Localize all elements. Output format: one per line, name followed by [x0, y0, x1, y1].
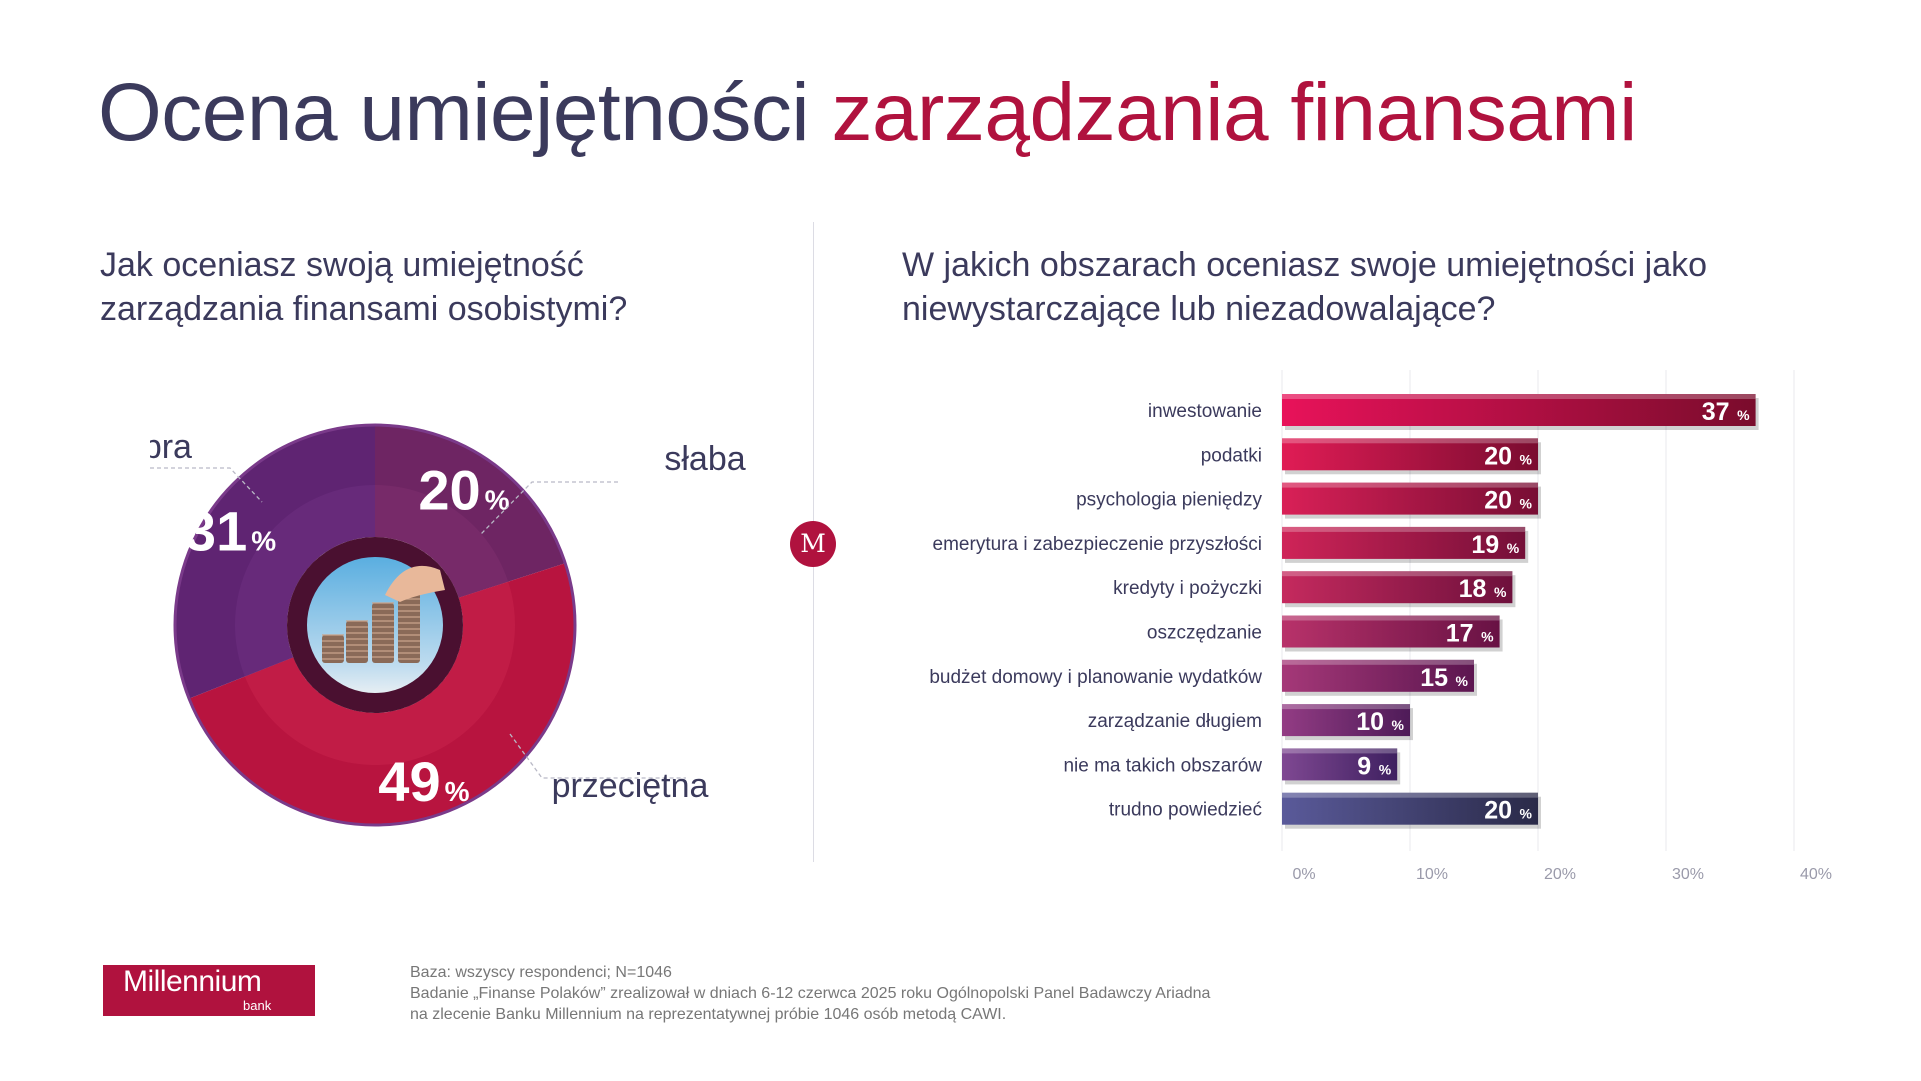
bar-highlight [1282, 792, 1538, 798]
percent-sign: % [1737, 407, 1750, 423]
bar-highlight [1282, 704, 1410, 710]
bar-highlight [1282, 482, 1538, 488]
percent-sign: % [1392, 717, 1405, 733]
brand-name: Millennium [123, 965, 262, 998]
bar-highlight [1282, 748, 1398, 754]
bar-highlight [1282, 526, 1526, 532]
bar-highlight [1282, 615, 1500, 621]
coin-stack [398, 587, 420, 663]
donut-outline [173, 423, 577, 827]
percent-sign: % [485, 485, 510, 516]
brand-sub: bank [243, 998, 272, 1013]
percent-sign: % [1379, 761, 1392, 777]
coin-stack [346, 621, 368, 663]
percent-sign: % [1520, 806, 1533, 822]
bar-value-label: 20 [1484, 797, 1512, 825]
page-title: Ocena umiejętności zarządzania finansami [98, 66, 1637, 160]
bar-value-label: 18 [1459, 575, 1487, 603]
category-label: psychologia pieniędzy [1076, 490, 1262, 511]
title-part-2: zarządzania finansami [831, 67, 1637, 158]
millennium-m-logo: M [790, 521, 836, 567]
x-tick-label: 30% [1672, 866, 1704, 883]
footnote: Baza: wszyscy respondenci; N=1046 Badani… [410, 962, 1310, 1025]
category-label: oszczędzanie [1147, 623, 1262, 644]
hand-shape [385, 565, 445, 602]
bar [1282, 748, 1398, 781]
donut-slice-inner [234, 485, 375, 677]
bar-value-label: 10 [1356, 708, 1384, 736]
millennium-bank-logo: Millennium bank [103, 965, 315, 1016]
bar-value-label: 20 [1484, 487, 1512, 515]
percent-sign: % [1520, 496, 1533, 512]
bar-highlight [1282, 438, 1538, 444]
category-label: inwestowanie [1148, 401, 1262, 422]
percent-sign: % [1481, 629, 1494, 645]
category-label: kredyty i pożyczki [1113, 578, 1262, 599]
bar [1282, 394, 1756, 426]
leader-line [150, 467, 263, 503]
bar-highlight [1282, 659, 1474, 665]
bar [1282, 482, 1538, 515]
bar [1282, 615, 1500, 648]
bar-chart: 0% 10% 20% 30% 40% inwestowanie 37 % podatki 20 % p… [929, 370, 1832, 883]
left-question: Jak oceniasz swoją umiejętność zarządzan… [100, 246, 628, 328]
donut-slice-inner [375, 485, 509, 598]
donut-chart: 20%49%31%słabaprzeciętnadobra [150, 423, 746, 827]
bar-value-label: 9 [1357, 752, 1371, 780]
bar [1282, 571, 1513, 604]
bar-value-label: 17 [1446, 620, 1474, 648]
percent-sign: % [1456, 673, 1469, 689]
donut-category-label: słaba [664, 440, 745, 478]
leader-line [479, 481, 618, 536]
category-label: nie ma takich obszarów [1063, 755, 1262, 776]
donut-category-label: przeciętna [552, 767, 709, 805]
percent-sign: % [445, 776, 470, 807]
percent-sign: % [1507, 540, 1520, 556]
percent-sign: % [1520, 451, 1533, 467]
bar-highlight [1282, 571, 1513, 577]
x-tick-label: 0% [1292, 866, 1315, 883]
x-tick-label: 20% [1544, 866, 1576, 883]
bar-value-label: 37 [1702, 398, 1730, 426]
right-question: W jakich obszarach oceniasz swoje umieję… [902, 246, 1708, 328]
bar-value-label: 15 [1420, 664, 1448, 692]
x-tick-label: 10% [1416, 866, 1448, 883]
category-label: emerytura i zabezpieczenie przyszłości [933, 534, 1262, 555]
percent-sign: % [251, 525, 276, 556]
x-tick-label: 40% [1800, 866, 1832, 883]
coin-stack [322, 635, 344, 663]
category-label: trudno powiedzieć [1109, 800, 1262, 821]
category-label: zarządzanie długiem [1088, 711, 1262, 732]
bar-highlight [1282, 394, 1756, 399]
percent-sign: % [1494, 584, 1507, 600]
bar [1282, 526, 1526, 559]
bar [1282, 438, 1538, 471]
bar-value-label: 20 [1484, 442, 1512, 470]
bar [1282, 659, 1474, 692]
donut-value-label: 49% [378, 750, 469, 813]
bar-value-label: 19 [1471, 531, 1499, 559]
footnote-line: na zlecenie Banku Millennium na reprezen… [410, 1006, 1007, 1023]
bar [1282, 704, 1410, 737]
footnote-line: Baza: wszyscy respondenci; N=1046 [410, 964, 672, 981]
category-label: budżet domowy i planowanie wydatków [929, 667, 1262, 688]
title-part-1: Ocena umiejętności [98, 67, 810, 158]
donut-slice [375, 425, 566, 598]
category-label: podatki [1201, 445, 1262, 466]
leader-line [509, 733, 686, 779]
donut-category-label: dobra [150, 428, 192, 466]
footnote-line: Badanie „Finanse Polaków” zrealizował w … [410, 985, 1211, 1002]
donut-slice-inner [244, 581, 516, 766]
bar [1282, 792, 1538, 825]
